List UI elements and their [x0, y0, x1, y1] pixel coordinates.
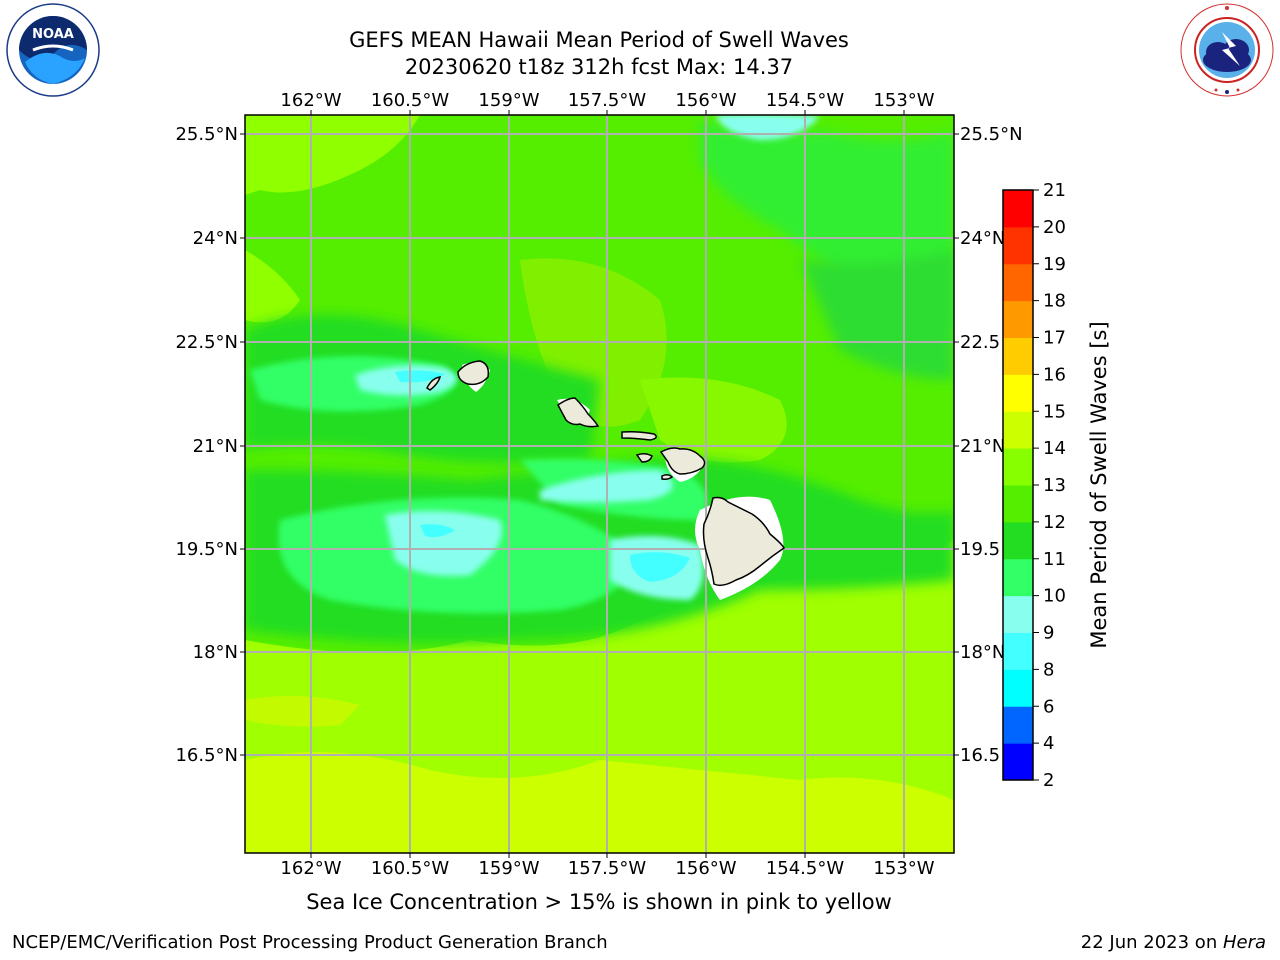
- lat-label-right: 16.5: [960, 745, 1000, 766]
- footer-host: Hera: [1222, 932, 1266, 953]
- lon-label-bottom: 153°W: [873, 858, 934, 879]
- lat-label-left: 19.5°N: [175, 539, 238, 560]
- footer-date-text: 22 Jun 2023 on: [1080, 932, 1223, 953]
- island-niihau: [426, 376, 442, 391]
- island-maui: [659, 447, 706, 475]
- lon-label-bottom: 156°W: [675, 858, 736, 879]
- colorbar-segment: [1003, 190, 1033, 228]
- lon-label-top: 160.5°W: [371, 90, 450, 111]
- island-kahoolawe: [661, 473, 674, 480]
- colorbar-segment: [1003, 632, 1033, 670]
- colorbar-segment: [1003, 595, 1033, 633]
- colorbar-segment: [1003, 263, 1033, 302]
- sea-ice-caption: Sea Ice Concentration > 15% is shown in …: [306, 890, 892, 914]
- colorbar-segment: [1003, 226, 1033, 265]
- lon-label-top: 159°W: [478, 90, 539, 111]
- colorbar-tick-label: 20: [1043, 217, 1066, 238]
- footer-credit: NCEP/EMC/Verification Post Processing Pr…: [12, 932, 608, 953]
- colorbar-segment: [1003, 669, 1033, 707]
- svg-text:NOAA: NOAA: [32, 27, 74, 42]
- island-lanai: [635, 452, 653, 463]
- lon-label-bottom: 157.5°W: [568, 858, 647, 879]
- colorbar-segment: [1003, 300, 1033, 338]
- lon-label-bottom: 162°W: [280, 858, 341, 879]
- chart-title: GEFS MEAN Hawaii Mean Period of Swell Wa…: [349, 28, 849, 52]
- lat-label-left: 18°N: [193, 642, 238, 663]
- colorbar-tick-label: 17: [1043, 328, 1066, 349]
- colorbar-tick-label: 14: [1043, 438, 1066, 459]
- colorbar-segment: [1003, 743, 1033, 781]
- lat-label-right: 25.5°N: [960, 124, 1023, 145]
- lat-label-right: 21°N: [960, 436, 1005, 457]
- colorbar-tick-label: 12: [1043, 512, 1066, 533]
- swell-period-field: [245, 115, 954, 853]
- island-hawaii: [702, 496, 785, 587]
- lat-label-left: 24°N: [193, 228, 238, 249]
- colorbar-tick-label: 13: [1043, 475, 1066, 496]
- colorbar: 2 4 6 8 9 10 11 12 13 14 15 16 17 18 19 20 21: [1002, 180, 1066, 791]
- colorbar-tick-label: 4: [1043, 733, 1054, 754]
- lon-label-top: 157.5°W: [568, 90, 647, 111]
- noaa-logo: NOAA: [6, 3, 100, 97]
- island-kauai: [457, 360, 490, 386]
- colorbar-tick-label: 2: [1043, 770, 1054, 791]
- lon-label-top: 153°W: [873, 90, 934, 111]
- colorbar-segment: [1003, 558, 1033, 597]
- colorbar-segment: [1003, 706, 1033, 744]
- lat-label-left: 22.5°N: [175, 332, 238, 353]
- hawaiian-islands: [426, 360, 785, 587]
- lat-label-left: 21°N: [193, 436, 238, 457]
- lat-label-left: 16.5°N: [175, 745, 238, 766]
- lon-label-top: 156°W: [675, 90, 736, 111]
- colorbar-segment: [1003, 337, 1033, 375]
- axis-ticks: [240, 110, 959, 858]
- lon-label-top: 162°W: [280, 90, 341, 111]
- lon-label-bottom: 159°W: [478, 858, 539, 879]
- island-oahu: [557, 397, 600, 428]
- colorbar-tick-label: 10: [1043, 586, 1066, 607]
- lon-label-bottom: 160.5°W: [371, 858, 450, 879]
- lat-label-right: 22.5: [960, 332, 1000, 353]
- graticule: [245, 115, 954, 853]
- nws-logo: [1180, 3, 1274, 97]
- lon-label-top: 154.5°W: [766, 90, 845, 111]
- colorbar-tick-label: 19: [1043, 254, 1066, 275]
- lon-label-bottom: 154.5°W: [766, 858, 845, 879]
- colorbar-tick-label: 15: [1043, 401, 1066, 422]
- colorbar-segment: [1003, 521, 1033, 560]
- chart-subtitle: 20230620 t18z 312h fcst Max: 14.37: [404, 55, 794, 79]
- colorbar-segment: [1003, 411, 1033, 449]
- colorbar-segment: [1003, 374, 1033, 412]
- island-molokai: [621, 431, 657, 441]
- colorbar-tick-label: 9: [1043, 623, 1054, 644]
- colorbar-label: Mean Period of Swell Waves [s]: [1087, 321, 1111, 648]
- colorbar-segment: [1003, 448, 1033, 486]
- footer-date: 22 Jun 2023 on Hera: [1081, 932, 1266, 953]
- map-frame: [244, 114, 955, 854]
- lat-label-right: 24°N: [960, 228, 1005, 249]
- colorbar-tick-label: 18: [1043, 291, 1066, 312]
- colorbar-tick-label: 11: [1043, 549, 1066, 570]
- lat-label-left: 25.5°N: [175, 124, 238, 145]
- colorbar-segment: [1003, 485, 1033, 523]
- colorbar-tick-label: 6: [1043, 696, 1054, 717]
- colorbar-tick-label: 8: [1043, 659, 1054, 680]
- lat-label-right: 18°N: [960, 642, 1005, 663]
- colorbar-tick-label: 21: [1043, 180, 1066, 201]
- colorbar-tick-label: 16: [1043, 364, 1066, 385]
- lat-label-right: 19.5: [960, 539, 1000, 560]
